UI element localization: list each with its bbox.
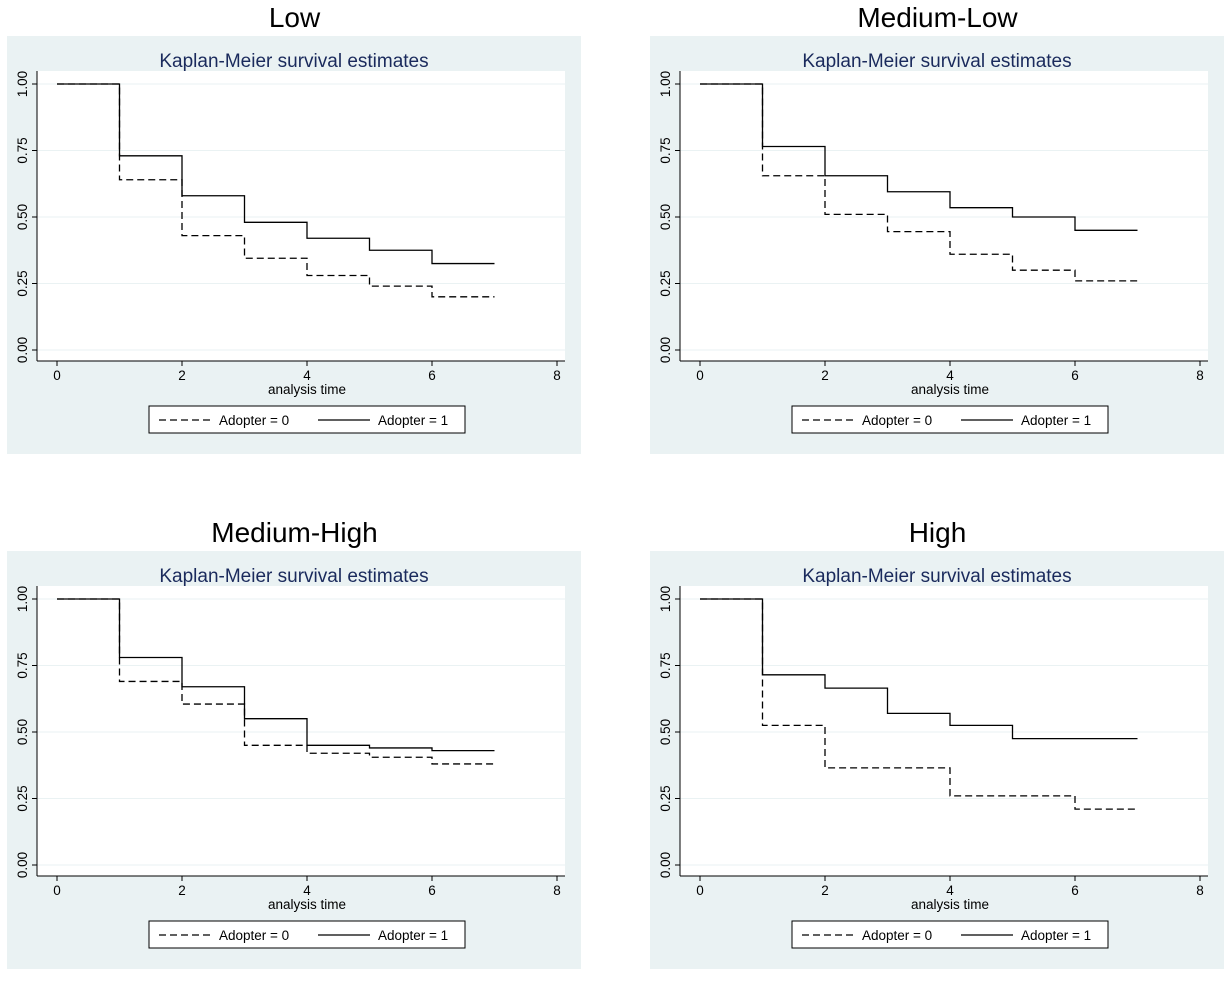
y-tick-label: 0.75	[15, 137, 30, 163]
y-tick-label: 0.00	[658, 852, 673, 878]
legend-label: Adopter = 1	[378, 413, 448, 428]
y-tick-label: 0.50	[658, 204, 673, 230]
survival-curve-adopter-1	[700, 83, 1138, 231]
y-tick-label: 0.25	[658, 270, 673, 296]
legend-box	[148, 405, 466, 434]
plot-area	[37, 71, 565, 361]
y-tick-label: 1.00	[15, 71, 30, 97]
panel-title: Medium-Low	[857, 2, 1018, 33]
survival-curve-adopter-0	[700, 598, 1138, 810]
x-tick-label: 8	[553, 368, 561, 383]
legend-label: Adopter = 1	[1021, 413, 1091, 428]
y-tick-label: 0.50	[658, 719, 673, 745]
km-chart: Kaplan-Meier survival estimates 0.00 0.25 0…	[7, 551, 581, 969]
legend-label: Adopter = 0	[219, 413, 289, 428]
panel-title: Medium-High	[211, 517, 378, 548]
y-tick-label: 0.75	[658, 652, 673, 678]
survival-curve-adopter-1	[57, 598, 495, 752]
panel-title: High	[908, 517, 967, 548]
legend-box	[148, 920, 466, 949]
chart-title: Kaplan-Meier survival estimates	[159, 566, 428, 587]
x-tick-label: 8	[1196, 883, 1204, 898]
survival-curve-adopter-0	[57, 83, 495, 298]
y-tick-label: 0.50	[15, 204, 30, 230]
survival-curve-adopter-0	[700, 83, 1138, 282]
x-tick-label: 0	[53, 368, 61, 383]
y-tick-label: 0.25	[658, 785, 673, 811]
chart-panel-medium-low: Medium-Low Kaplan-Meier survival estimat…	[650, 0, 1225, 488]
x-axis-title: analysis time	[268, 382, 346, 397]
legend-box	[791, 920, 1109, 949]
panel-title: Low	[268, 2, 321, 33]
plot-area	[37, 586, 565, 876]
survival-curve-adopter-1	[700, 598, 1138, 740]
y-tick-label: 1.00	[658, 71, 673, 97]
y-tick-label: 0.00	[658, 337, 673, 363]
km-chart: Kaplan-Meier survival estimates 0.00 0.25 0…	[650, 36, 1224, 454]
x-tick-label: 0	[696, 368, 704, 383]
km-chart: Kaplan-Meier survival estimates 0.00 0.25 0…	[7, 36, 581, 454]
x-tick-label: 6	[428, 883, 436, 898]
x-tick-label: 0	[696, 883, 704, 898]
y-tick-label: 0.25	[15, 785, 30, 811]
y-tick-label: 0.75	[15, 652, 30, 678]
x-axis-title: analysis time	[911, 897, 989, 912]
x-axis-title: analysis time	[268, 897, 346, 912]
y-tick-label: 1.00	[658, 586, 673, 612]
survival-curve-adopter-1	[57, 83, 495, 265]
y-tick-label: 0.25	[15, 270, 30, 296]
km-chart: Kaplan-Meier survival estimates 0.00 0.25 0…	[650, 551, 1224, 969]
chart-title: Kaplan-Meier survival estimates	[159, 51, 428, 72]
x-tick-label: 2	[821, 368, 829, 383]
x-tick-label: 2	[821, 883, 829, 898]
legend-label: Adopter = 0	[219, 928, 289, 943]
y-tick-label: 1.00	[15, 586, 30, 612]
x-axis-title: analysis time	[911, 382, 989, 397]
y-tick-label: 0.50	[15, 719, 30, 745]
y-tick-label: 0.00	[15, 852, 30, 878]
chart-panel-medium-high: Medium-High Kaplan-Meier survival estima…	[7, 515, 582, 1003]
x-tick-label: 2	[178, 883, 186, 898]
x-tick-label: 6	[1071, 883, 1079, 898]
legend-label: Adopter = 1	[378, 928, 448, 943]
x-tick-label: 6	[1071, 368, 1079, 383]
legend-label: Adopter = 1	[1021, 928, 1091, 943]
x-tick-label: 4	[303, 883, 311, 898]
legend-label: Adopter = 0	[862, 413, 932, 428]
plot-area	[680, 586, 1208, 876]
x-tick-label: 4	[946, 883, 954, 898]
legend-box	[791, 405, 1109, 434]
survival-curve-adopter-0	[57, 598, 495, 765]
chart-panel-low: Low Kaplan-Meier survival estimates 0.00 0…	[7, 0, 582, 488]
x-tick-label: 4	[303, 368, 311, 383]
plot-area	[680, 71, 1208, 361]
chart-title: Kaplan-Meier survival estimates	[802, 566, 1071, 587]
x-tick-label: 8	[553, 883, 561, 898]
chart-panel-high: High Kaplan-Meier survival estimates 0.00…	[650, 515, 1225, 1003]
y-tick-label: 0.75	[658, 137, 673, 163]
y-tick-label: 0.00	[15, 337, 30, 363]
x-tick-label: 2	[178, 368, 186, 383]
x-tick-label: 8	[1196, 368, 1204, 383]
x-tick-label: 0	[53, 883, 61, 898]
x-tick-label: 6	[428, 368, 436, 383]
x-tick-label: 4	[946, 368, 954, 383]
legend-label: Adopter = 0	[862, 928, 932, 943]
chart-title: Kaplan-Meier survival estimates	[802, 51, 1071, 72]
